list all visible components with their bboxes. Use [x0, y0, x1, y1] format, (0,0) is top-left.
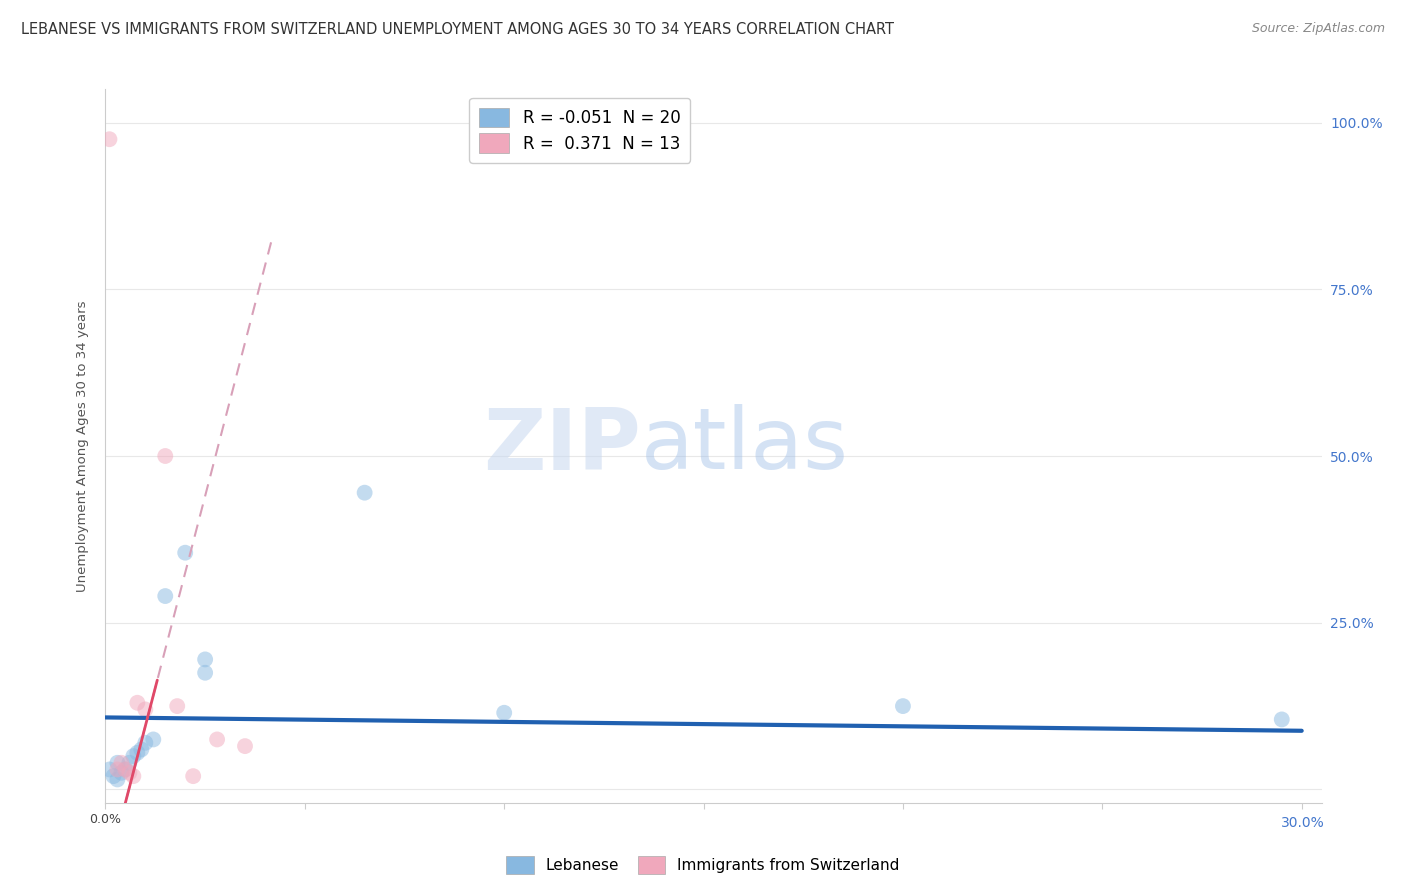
Point: [107, 763, 129, 777]
Text: LEBANESE VS IMMIGRANTS FROM SWITZERLAND UNEMPLOYMENT AMONG AGES 30 TO 34 YEARS C: LEBANESE VS IMMIGRANTS FROM SWITZERLAND …: [21, 22, 894, 37]
Point: [353, 485, 375, 500]
Point: [194, 652, 217, 666]
Point: [142, 732, 165, 747]
Point: [98, 763, 121, 777]
Point: [1271, 713, 1294, 727]
Point: [107, 772, 129, 787]
Point: [110, 765, 132, 780]
Legend: Lebanese, Immigrants from Switzerland: Lebanese, Immigrants from Switzerland: [501, 850, 905, 880]
Point: [118, 765, 141, 780]
Point: [114, 763, 136, 777]
Text: 30.0%: 30.0%: [1281, 816, 1324, 830]
Point: [134, 736, 156, 750]
Point: [155, 589, 177, 603]
Point: [166, 699, 188, 714]
Point: [174, 546, 197, 560]
Point: [107, 756, 129, 770]
Text: atlas: atlas: [641, 404, 849, 488]
Point: [114, 763, 136, 777]
Point: [110, 756, 132, 770]
Point: [103, 769, 125, 783]
Point: [122, 749, 145, 764]
Y-axis label: Unemployment Among Ages 30 to 34 years: Unemployment Among Ages 30 to 34 years: [76, 301, 90, 591]
Point: [205, 732, 228, 747]
Text: Source: ZipAtlas.com: Source: ZipAtlas.com: [1251, 22, 1385, 36]
Point: [194, 665, 217, 680]
Point: [122, 769, 145, 783]
Point: [98, 132, 121, 146]
Point: [233, 739, 256, 753]
Point: [494, 706, 516, 720]
Point: [127, 696, 149, 710]
Point: [134, 702, 156, 716]
Point: [118, 756, 141, 770]
Legend: R = -0.051  N = 20, R =  0.371  N = 13: R = -0.051 N = 20, R = 0.371 N = 13: [470, 97, 690, 162]
Point: [127, 746, 149, 760]
Point: [131, 742, 153, 756]
Point: [181, 769, 204, 783]
Point: [155, 449, 177, 463]
Point: [891, 699, 914, 714]
Text: ZIP: ZIP: [482, 404, 641, 488]
